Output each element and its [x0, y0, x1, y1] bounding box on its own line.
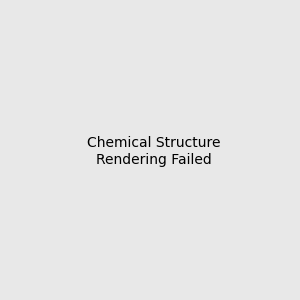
Text: Chemical Structure
Rendering Failed: Chemical Structure Rendering Failed [87, 136, 220, 166]
